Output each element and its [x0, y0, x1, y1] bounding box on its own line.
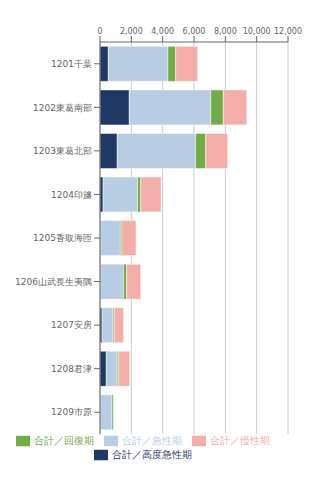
svg-text:8,000: 8,000: [214, 27, 237, 36]
html-text:合計／慢性期: 合計／慢性期: [210, 435, 270, 446]
svg-text:1207安房: 1207安房: [51, 320, 92, 330]
svg-text:1206山武長生夷隅: 1206山武長生夷隅: [15, 277, 92, 287]
svg-text:4,000: 4,000: [151, 27, 174, 36]
svg-text:1209市原: 1209市原: [51, 407, 92, 417]
svg-text:1201千葉: 1201千葉: [51, 59, 92, 69]
svg-text:10,000: 10,000: [243, 27, 271, 36]
svg-text:0: 0: [97, 27, 102, 36]
svg-text:2,000: 2,000: [120, 27, 143, 36]
svg-text:12,000: 12,000: [274, 27, 302, 36]
html-text:合計／高度急性期: 合計／高度急性期: [112, 449, 192, 460]
svg-text:1202東葛南部: 1202東葛南部: [33, 103, 92, 113]
html-text:合計／急性期: 合計／急性期: [122, 435, 182, 446]
svg-text:1203東葛北部: 1203東葛北部: [33, 146, 92, 156]
svg-text:1205香取海匝: 1205香取海匝: [33, 233, 92, 243]
svg-text:1204印旛: 1204印旛: [51, 190, 92, 200]
svg-text:1208君津: 1208君津: [51, 364, 92, 374]
svg-text:6,000: 6,000: [183, 27, 206, 36]
html-text:合計／回復期: 合計／回復期: [34, 435, 94, 446]
